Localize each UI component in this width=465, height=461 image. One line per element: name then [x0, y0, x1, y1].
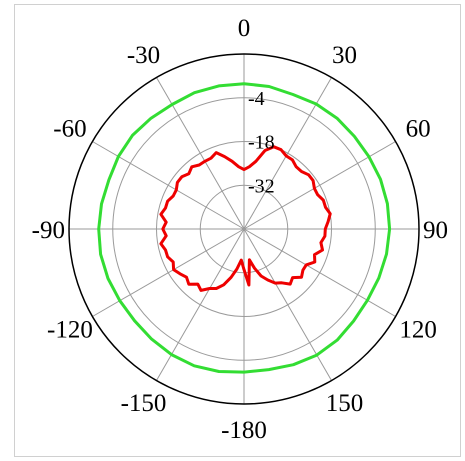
angle-tick-label: 90: [423, 217, 448, 244]
angle-tick-label: -30: [127, 42, 160, 69]
polar-grid: [68, 53, 420, 405]
angle-tick-label: -120: [47, 317, 93, 344]
radial-tick-label: -32: [248, 175, 275, 197]
outer-ring: [68, 53, 420, 405]
series-line-1: [97, 82, 392, 374]
angle-tick-label: 150: [326, 390, 364, 417]
tick-labels: 0 30 60 90 120 150 -180 -150 -120 -90 -60 -30 -4 -18 -…: [32, 15, 448, 444]
chart-frame: 0 30 60 90 120 150 -180 -150 -120 -90 -60 -30 -4 -18 -…: [14, 4, 461, 457]
angle-tick-label: -180: [221, 417, 267, 444]
radial-tick-label: -18: [248, 132, 275, 154]
polar-chart: 0 30 60 90 120 150 -180 -150 -120 -90 -60 -30 -4 -18 -…: [32, 15, 448, 444]
angle-tick-label: 120: [399, 317, 437, 344]
angle-tick-label: -60: [53, 116, 86, 143]
series-layer: [97, 82, 392, 374]
grid-ring: [112, 97, 376, 361]
grid-ring: [156, 141, 332, 317]
series-line-2: [159, 145, 332, 292]
angle-tick-label: -150: [121, 390, 167, 417]
angle-tick-label: 0: [238, 15, 251, 42]
angle-tick-label: 60: [406, 116, 431, 143]
angle-tick-label: -90: [32, 217, 65, 244]
radial-tick-label: -4: [248, 88, 265, 110]
angle-tick-label: 30: [332, 42, 357, 69]
